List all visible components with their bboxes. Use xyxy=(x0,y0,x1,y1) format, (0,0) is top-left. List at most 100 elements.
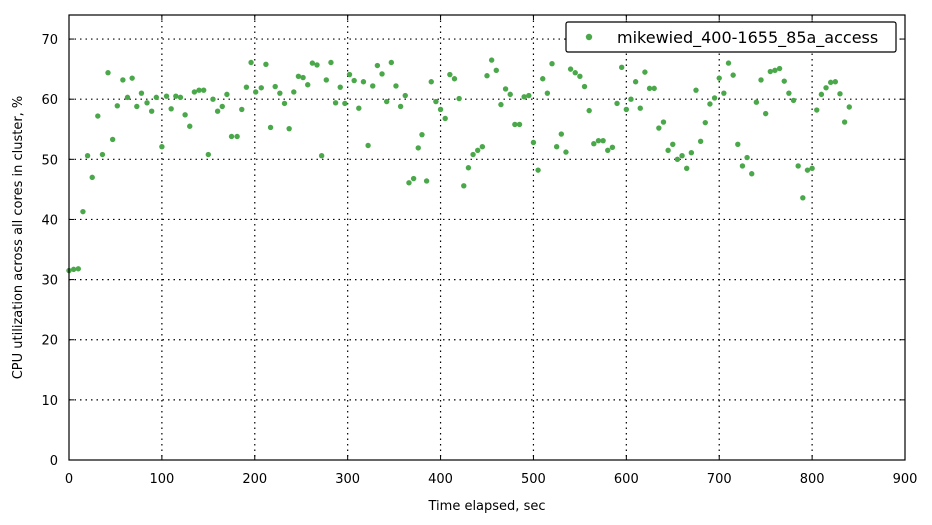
data-point xyxy=(656,125,662,131)
data-point xyxy=(502,86,509,92)
data-point xyxy=(646,85,653,92)
data-point xyxy=(707,101,713,107)
data-point xyxy=(628,96,634,102)
data-point xyxy=(697,138,704,144)
data-point xyxy=(423,178,430,184)
data-point xyxy=(670,141,676,147)
data-point xyxy=(305,82,311,88)
y-tick-label: 50 xyxy=(41,153,58,168)
data-point xyxy=(456,95,462,102)
data-point xyxy=(95,113,101,119)
data-point xyxy=(507,91,513,98)
data-point xyxy=(374,62,381,69)
data-point xyxy=(516,121,523,128)
data-point xyxy=(138,90,145,96)
data-point xyxy=(243,84,250,90)
data-point xyxy=(735,141,741,147)
data-point xyxy=(563,149,569,155)
plot-frame xyxy=(68,14,906,461)
data-point xyxy=(790,97,797,104)
data-point xyxy=(370,83,376,89)
data-point xyxy=(356,105,362,111)
data-point xyxy=(493,67,499,74)
data-point xyxy=(776,65,783,72)
data-point xyxy=(674,156,681,163)
data-point xyxy=(351,77,357,84)
data-point xyxy=(318,153,325,159)
data-point xyxy=(475,147,481,154)
data-point xyxy=(109,136,116,143)
data-point xyxy=(451,76,458,82)
data-point xyxy=(173,93,179,99)
data-point xyxy=(323,77,330,83)
data-point xyxy=(397,103,404,110)
data-point xyxy=(360,79,367,85)
data-point xyxy=(159,143,165,150)
data-point xyxy=(679,153,685,159)
data-point xyxy=(168,106,174,112)
data-point xyxy=(415,145,421,151)
data-point xyxy=(281,100,288,107)
data-point xyxy=(749,171,755,177)
x-tick-label: 800 xyxy=(800,472,825,487)
legend-marker xyxy=(585,33,593,41)
data-point xyxy=(725,60,732,66)
data-point xyxy=(786,90,792,96)
data-point xyxy=(553,143,560,150)
data-point xyxy=(248,59,254,66)
data-point xyxy=(684,165,690,172)
data-point xyxy=(595,137,602,144)
data-point xyxy=(711,95,718,101)
data-point xyxy=(253,89,259,95)
data-point xyxy=(309,60,316,66)
x-tick-label: 100 xyxy=(149,472,174,487)
data-point xyxy=(762,110,769,117)
data-point xyxy=(134,103,140,110)
data-point xyxy=(295,73,302,80)
data-point xyxy=(651,85,657,92)
y-tick-label: 30 xyxy=(41,274,58,289)
data-point xyxy=(498,101,504,108)
data-point xyxy=(144,100,150,106)
data-point xyxy=(660,119,667,125)
data-point xyxy=(437,106,444,113)
data-point xyxy=(800,195,806,201)
data-point xyxy=(105,70,111,76)
data-point xyxy=(75,266,81,272)
data-point xyxy=(210,96,216,102)
legend-box xyxy=(565,21,897,53)
data-point xyxy=(337,84,343,90)
tick-labels: 0 100 200 300 400 500 600 700 800 900 0 10 20 30 40 50 6… xyxy=(41,33,917,487)
data-point xyxy=(484,73,490,79)
x-tick-label: 200 xyxy=(242,472,267,487)
data-point xyxy=(365,142,371,149)
data-point xyxy=(428,79,434,85)
data-point xyxy=(837,91,843,97)
data-point xyxy=(277,90,283,96)
data-point xyxy=(461,183,467,189)
data-point xyxy=(753,99,760,105)
data-point xyxy=(239,106,245,113)
x-tick-label: 700 xyxy=(707,472,732,487)
data-point xyxy=(124,94,131,101)
data-point xyxy=(267,124,274,131)
data-point xyxy=(809,165,815,172)
x-axis-label: Time elapsed, sec xyxy=(428,499,546,514)
data-point xyxy=(632,79,639,85)
data-point xyxy=(642,69,648,75)
data-point xyxy=(291,89,297,95)
axis-ticks xyxy=(68,15,906,461)
data-point xyxy=(228,133,235,140)
data-point xyxy=(540,76,546,82)
data-point xyxy=(219,103,225,110)
data-point xyxy=(328,59,334,66)
data-point xyxy=(577,73,583,80)
x-tick-label: 900 xyxy=(893,472,918,487)
data-point xyxy=(526,92,532,99)
data-point xyxy=(549,61,555,67)
data-point xyxy=(433,98,439,105)
data-point xyxy=(479,143,486,150)
data-point xyxy=(586,107,592,114)
data-point xyxy=(234,133,240,140)
